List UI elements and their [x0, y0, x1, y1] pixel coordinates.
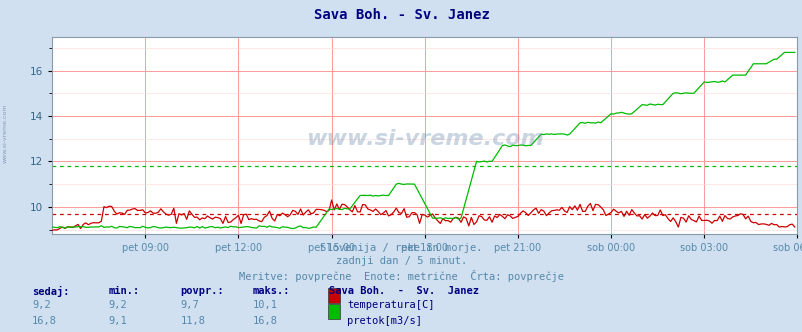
Text: sedaj:: sedaj:: [32, 286, 70, 297]
Text: www.si-vreme.com: www.si-vreme.com: [3, 103, 8, 163]
Text: Sava Boh. - Sv. Janez: Sava Boh. - Sv. Janez: [313, 8, 489, 22]
Text: min.:: min.:: [108, 286, 140, 296]
Text: www.si-vreme.com: www.si-vreme.com: [306, 129, 543, 149]
Text: maks.:: maks.:: [253, 286, 290, 296]
Text: 16,8: 16,8: [253, 316, 277, 326]
Text: temperatura[C]: temperatura[C]: [346, 300, 434, 310]
Text: pretok[m3/s]: pretok[m3/s]: [346, 316, 421, 326]
Text: povpr.:: povpr.:: [180, 286, 224, 296]
Text: 9,1: 9,1: [108, 316, 127, 326]
Text: Sava Boh.  -  Sv.  Janez: Sava Boh. - Sv. Janez: [329, 286, 479, 296]
Text: 9,2: 9,2: [32, 300, 51, 310]
Text: 16,8: 16,8: [32, 316, 57, 326]
Text: zadnji dan / 5 minut.: zadnji dan / 5 minut.: [335, 256, 467, 266]
Text: 11,8: 11,8: [180, 316, 205, 326]
Text: 9,7: 9,7: [180, 300, 199, 310]
Text: Slovenija / reke in morje.: Slovenija / reke in morje.: [320, 243, 482, 253]
Text: 9,2: 9,2: [108, 300, 127, 310]
Text: Meritve: povprečne  Enote: metrične  Črta: povprečje: Meritve: povprečne Enote: metrične Črta:…: [239, 270, 563, 282]
Text: 10,1: 10,1: [253, 300, 277, 310]
